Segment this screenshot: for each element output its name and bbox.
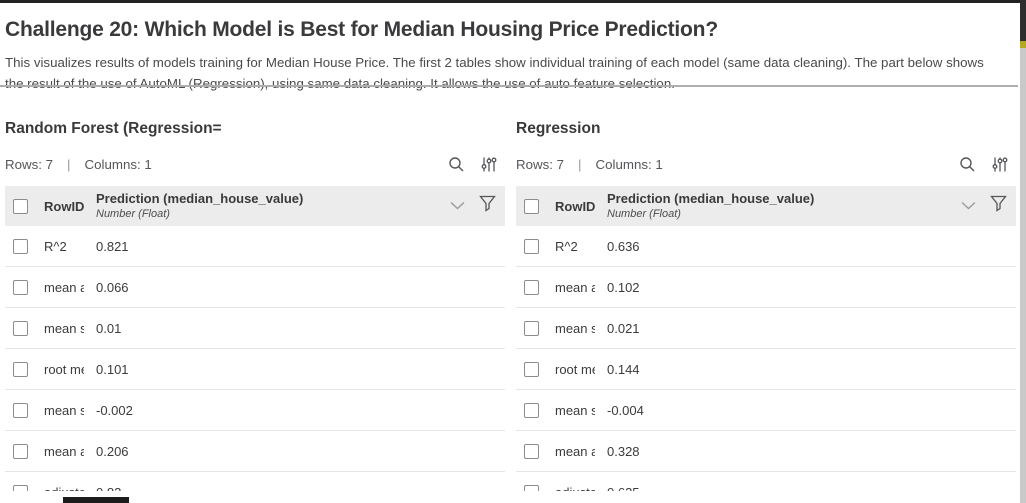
row-id: mean absolute percentage error: [44, 443, 84, 459]
row-checkbox[interactable]: [524, 320, 539, 336]
table-panel-regression: Regression Rows: 7 | Columns: 1 RowID Pr…: [516, 112, 1016, 491]
table-header-row: RowID Prediction (median_house_value) Nu…: [5, 186, 505, 226]
cell-value: 0.635: [607, 485, 640, 492]
table-meta-row: Rows: 7 | Columns: 1: [5, 150, 505, 178]
row-id: mean signed difference: [44, 402, 84, 418]
column-header[interactable]: Prediction (median_house_value) Number (…: [96, 190, 304, 221]
scrollbar-thumb[interactable]: [1020, 0, 1026, 41]
table-row[interactable]: root mean squared error 0.144: [516, 349, 1016, 390]
window-top-edge: [0, 0, 1026, 3]
row-checkbox[interactable]: [524, 443, 539, 459]
table-row[interactable]: mean absolute error 0.102: [516, 267, 1016, 308]
row-checkbox[interactable]: [524, 402, 539, 418]
select-all-checkbox[interactable]: [13, 198, 28, 214]
table-row[interactable]: R^2 0.821: [5, 226, 505, 267]
row-checkbox[interactable]: [13, 402, 28, 418]
cell-value: 0.01: [96, 320, 122, 336]
column-name: Prediction (median_house_value): [96, 190, 304, 206]
cell-value: 0.206: [96, 443, 129, 459]
table-row[interactable]: mean absolute percentage error 0.328: [516, 431, 1016, 472]
column-settings-icon[interactable]: [992, 156, 1008, 173]
cell-value: 0.102: [607, 279, 640, 295]
chevron-down-icon[interactable]: [450, 197, 465, 215]
chevron-down-icon[interactable]: [961, 197, 976, 215]
row-checkbox[interactable]: [13, 238, 28, 254]
column-settings-icon[interactable]: [481, 156, 497, 173]
row-id: mean squared error: [555, 320, 595, 336]
column-name: Prediction (median_house_value): [607, 190, 815, 206]
cell-value: -0.004: [607, 402, 644, 418]
row-checkbox[interactable]: [13, 484, 28, 491]
cell-value: 0.101: [96, 361, 129, 377]
table-title: Random Forest (Regression=: [5, 120, 222, 137]
table-row[interactable]: adjusted R^2 0.82: [5, 472, 505, 491]
row-id: mean signed difference: [555, 402, 595, 418]
cell-value: 0.144: [607, 361, 640, 377]
clipped-bottom-element: [63, 497, 129, 503]
rows-count: Rows: 7: [5, 156, 54, 172]
filter-icon[interactable]: [479, 195, 496, 217]
filter-icon[interactable]: [990, 195, 1007, 217]
columns-count: Columns: 1: [84, 156, 152, 172]
vertical-scrollbar[interactable]: [1020, 0, 1026, 503]
search-icon[interactable]: [959, 156, 976, 173]
select-all-checkbox[interactable]: [524, 198, 539, 214]
cell-value: 0.066: [96, 279, 129, 295]
table-header-row: RowID Prediction (median_house_value) Nu…: [516, 186, 1016, 226]
rowid-column-header: RowID: [44, 198, 85, 214]
row-id: mean absolute error: [44, 279, 84, 295]
row-id: adjusted R^2: [555, 485, 595, 492]
cell-value: 0.821: [96, 238, 129, 254]
page-title: Challenge 20: Which Model is Best for Me…: [5, 18, 718, 42]
meta-separator: |: [67, 156, 71, 172]
row-checkbox[interactable]: [13, 361, 28, 377]
row-id: mean squared error: [44, 320, 84, 336]
column-type: Number (Float): [96, 207, 170, 220]
row-id: root mean squared error: [555, 361, 595, 377]
table-row[interactable]: mean squared error 0.021: [516, 308, 1016, 349]
row-checkbox[interactable]: [13, 279, 28, 295]
table-row[interactable]: R^2 0.636: [516, 226, 1016, 267]
table-panel-random-forest: Random Forest (Regression= Rows: 7 | Col…: [5, 112, 505, 491]
table-row[interactable]: mean absolute percentage error 0.206: [5, 431, 505, 472]
row-checkbox[interactable]: [524, 361, 539, 377]
scrollbar-marker: [1020, 41, 1026, 48]
table-row[interactable]: root mean squared error 0.101: [5, 349, 505, 390]
columns-count: Columns: 1: [595, 156, 663, 172]
column-type: Number (Float): [607, 207, 681, 220]
column-header[interactable]: Prediction (median_house_value) Number (…: [607, 190, 815, 221]
meta-separator: |: [578, 156, 582, 172]
row-id: R^2: [555, 238, 578, 254]
rows-count: Rows: 7: [516, 156, 565, 172]
rowid-column-header: RowID: [555, 198, 596, 214]
row-checkbox[interactable]: [13, 443, 28, 459]
table-row[interactable]: mean signed difference -0.004: [516, 390, 1016, 431]
row-checkbox[interactable]: [524, 484, 539, 491]
page-description: This visualizes results of models traini…: [5, 55, 984, 92]
search-icon[interactable]: [448, 156, 465, 173]
row-checkbox[interactable]: [13, 320, 28, 336]
cell-value: 0.82: [96, 485, 121, 492]
cell-value: -0.002: [96, 402, 133, 418]
table-row[interactable]: mean squared error 0.01: [5, 308, 505, 349]
row-id: root mean squared error: [44, 361, 84, 377]
row-id: mean absolute percentage error: [555, 443, 595, 459]
table-title: Regression: [516, 120, 601, 137]
header-divider: [0, 85, 1018, 87]
table-row[interactable]: mean signed difference -0.002: [5, 390, 505, 431]
table-row[interactable]: adjusted R^2 0.635: [516, 472, 1016, 491]
row-checkbox[interactable]: [524, 279, 539, 295]
row-id: mean absolute error: [555, 279, 595, 295]
row-checkbox[interactable]: [524, 238, 539, 254]
cell-value: 0.328: [607, 443, 640, 459]
row-id: adjusted R^2: [44, 485, 84, 492]
row-id: R^2: [44, 238, 67, 254]
cell-value: 0.021: [607, 320, 640, 336]
table-meta-row: Rows: 7 | Columns: 1: [516, 150, 1016, 178]
cell-value: 0.636: [607, 238, 640, 254]
table-row[interactable]: mean absolute error 0.066: [5, 267, 505, 308]
